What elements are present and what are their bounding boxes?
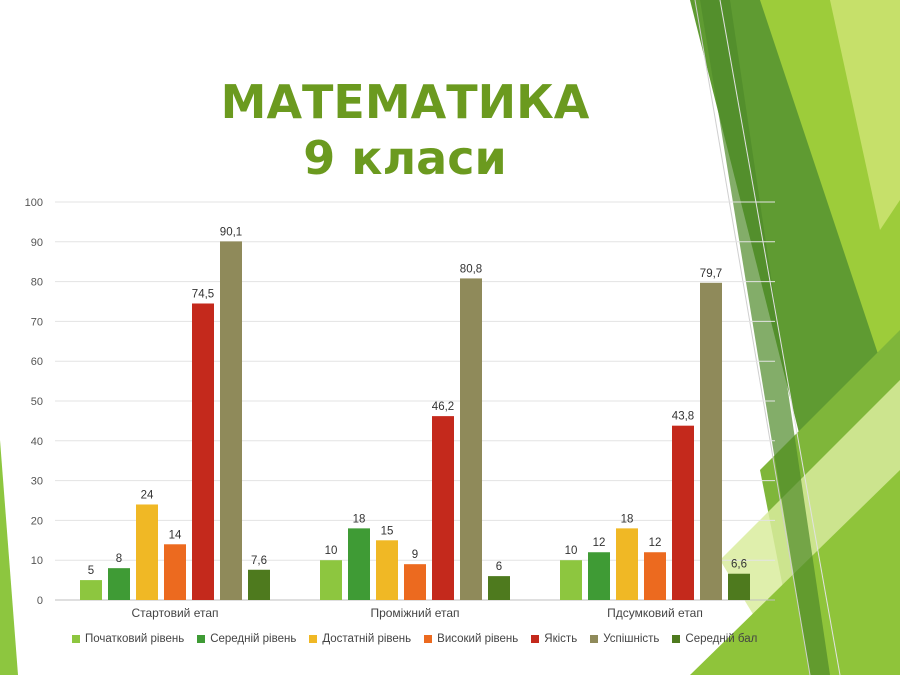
y-tick-label: 70 xyxy=(31,316,43,328)
bar xyxy=(588,552,610,600)
decor-line xyxy=(694,0,811,675)
y-tick-label: 10 xyxy=(31,555,43,567)
y-tick-label: 20 xyxy=(31,515,43,527)
legend-label: Середній рівень xyxy=(210,633,297,645)
bar xyxy=(728,573,750,600)
data-label: 9 xyxy=(412,549,418,561)
decor-facet xyxy=(720,380,900,675)
bar xyxy=(404,564,426,600)
legend-label: Достатній рівень xyxy=(322,633,412,645)
legend-swatch xyxy=(309,635,318,643)
legend-label: Високий рівень xyxy=(437,633,519,645)
data-label: 43,8 xyxy=(672,411,694,423)
slide-title: МАТЕМАТИКА 9 класи xyxy=(0,74,810,186)
bar xyxy=(644,552,666,600)
data-label: 5 xyxy=(88,565,94,577)
bar xyxy=(348,528,370,600)
legend-item: Достатній рівень xyxy=(309,633,411,645)
legend-item: Успішність xyxy=(590,633,659,645)
data-label: 7,6 xyxy=(251,555,267,567)
data-label: 80,8 xyxy=(460,263,482,275)
y-tick-label: 0 xyxy=(37,595,43,607)
data-label: 90,1 xyxy=(220,226,242,238)
legend-item: Якість xyxy=(531,633,577,645)
legend-item: Початковий рівень xyxy=(72,633,184,645)
decor-line xyxy=(719,0,841,675)
bar xyxy=(616,528,638,600)
bar xyxy=(220,241,242,601)
data-label: 14 xyxy=(169,529,182,541)
chart-legend: Початковий рівень Середній рівень Достатні… xyxy=(72,630,792,648)
category-label: Стартовий етап xyxy=(131,606,218,620)
y-tick-label: 60 xyxy=(31,356,43,368)
bar xyxy=(164,544,186,600)
decor-facet xyxy=(700,0,830,675)
bar xyxy=(248,569,270,600)
bar xyxy=(672,425,694,600)
y-tick-label: 30 xyxy=(31,476,43,488)
data-label: 12 xyxy=(593,537,606,549)
bar xyxy=(192,303,214,600)
y-tick-label: 100 xyxy=(25,197,43,209)
bar xyxy=(80,580,102,600)
data-label: 15 xyxy=(381,525,394,537)
legend-label: Середній бал xyxy=(685,633,758,645)
data-label: 6 xyxy=(496,561,502,573)
bar xyxy=(376,540,398,600)
y-tick-label: 80 xyxy=(31,277,43,289)
data-label: 74,5 xyxy=(192,288,214,300)
legend-item: Середній бал xyxy=(672,633,757,645)
legend-item: Високий рівень xyxy=(424,633,518,645)
data-label: 10 xyxy=(325,545,338,557)
legend-swatch xyxy=(197,635,206,643)
y-tick-label: 40 xyxy=(31,436,43,448)
bar xyxy=(560,560,582,600)
data-label: 18 xyxy=(353,513,366,525)
legend-swatch xyxy=(424,635,433,643)
decor-facet xyxy=(0,440,18,675)
legend-swatch xyxy=(590,635,599,643)
bar xyxy=(488,576,510,600)
legend-swatch xyxy=(672,635,681,643)
bar xyxy=(136,504,158,600)
slide-title-line2: 9 класи xyxy=(303,131,507,185)
legend-label: Успішність xyxy=(603,633,660,645)
bar xyxy=(432,416,454,600)
data-label: 10 xyxy=(565,545,578,557)
data-label: 46,2 xyxy=(432,401,454,413)
bar xyxy=(460,278,482,600)
bar xyxy=(700,282,722,600)
category-label: Пдсумковий етап xyxy=(607,606,703,620)
legend-label: Початковий рівень xyxy=(85,633,185,645)
slide-title-line1: МАТЕМАТИКА xyxy=(220,75,590,129)
data-label: 24 xyxy=(141,489,154,501)
data-label: 8 xyxy=(116,553,122,565)
decor-facet xyxy=(830,0,900,230)
data-label: 18 xyxy=(621,513,634,525)
category-label: Проміжний етап xyxy=(370,606,459,620)
y-tick-label: 50 xyxy=(31,396,43,408)
data-label: 6,6 xyxy=(731,559,747,571)
data-label: 12 xyxy=(649,537,662,549)
y-tick-label: 90 xyxy=(31,237,43,249)
bar xyxy=(108,568,130,600)
legend-item: Середній рівень xyxy=(197,633,296,645)
legend-swatch xyxy=(531,635,540,643)
legend-label: Якість xyxy=(544,633,578,645)
data-label: 79,7 xyxy=(700,268,722,280)
bar xyxy=(320,560,342,600)
legend-swatch xyxy=(72,635,80,643)
